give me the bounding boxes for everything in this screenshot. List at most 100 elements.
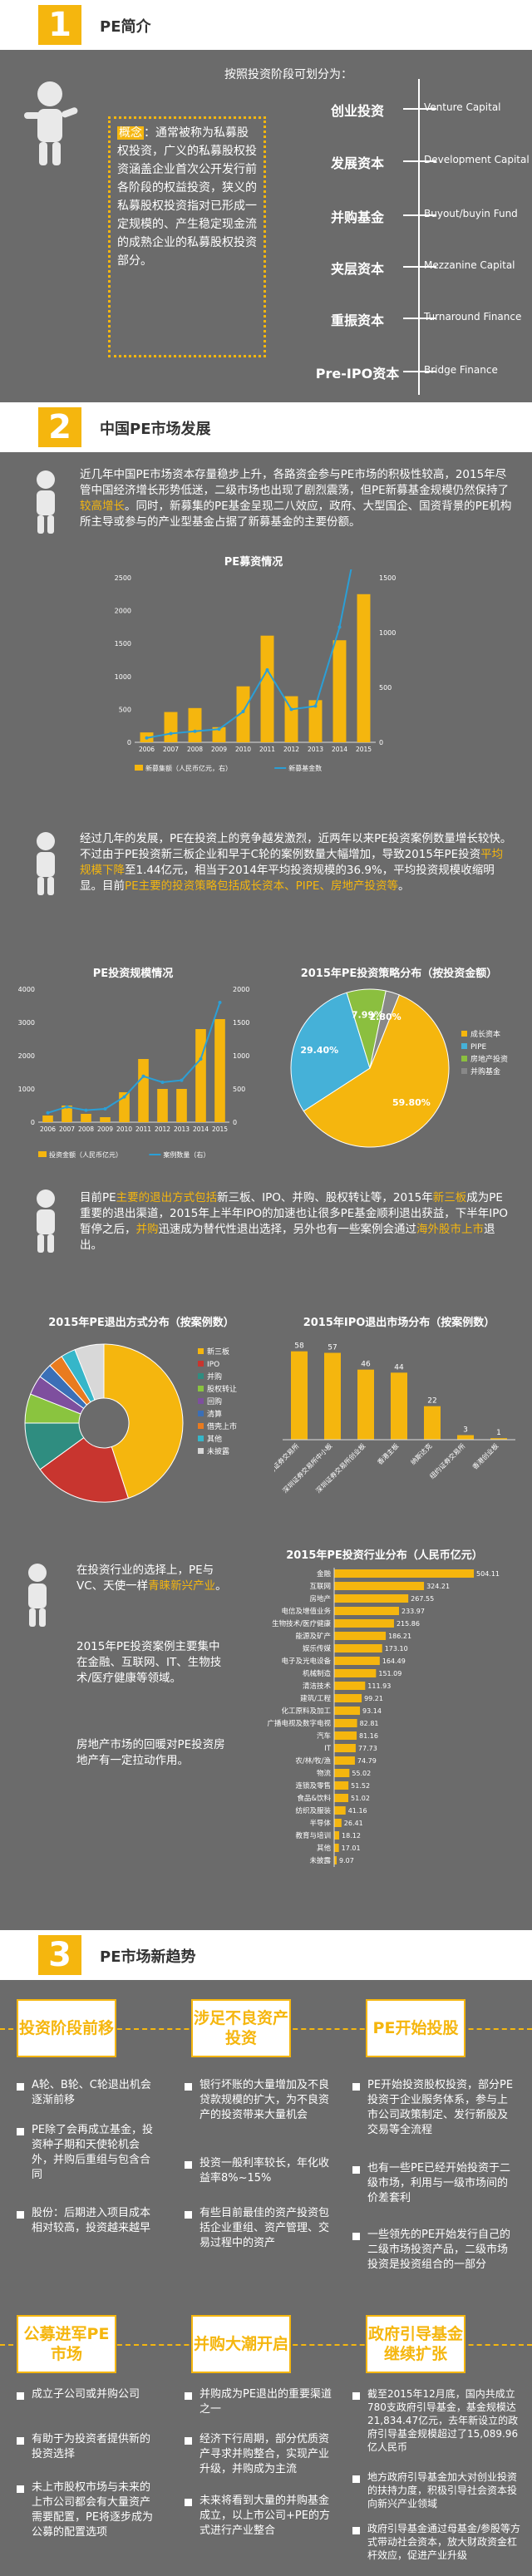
chart-ipo: 2015年IPO退出市场分布（按案例数） 58 上海证券交易所 57 深圳证券交易所中… [274,1313,524,1521]
y-tick-label: 1500 [115,640,131,648]
bar-物流 [334,1769,350,1777]
x-tick-label: 香港创业板 [470,1441,500,1470]
x-tick-label: 2014 [193,1125,209,1133]
bullet-icon [17,2485,24,2493]
bar-2006 [42,1116,53,1122]
trend-4-item-2: 有助于为投资者提供新的投资选择 [32,2433,151,2460]
stage-3-en: Buyout/buyin Fund [424,208,518,219]
section1-header: 1 PE简介 [0,0,532,50]
bar-2009 [100,1117,111,1122]
data-label: 93.14 [362,1707,382,1715]
chart-strategy-title: 2015年PE投资策略分布（按投资金额） [300,968,498,980]
figure-icon-1 [25,470,66,536]
y-tick-label: 清洁技术 [303,1682,332,1691]
bar-2014 [332,640,347,742]
bar-2009 [212,727,226,742]
y2-tick-label: 1000 [233,1052,249,1060]
chart-exit-title: 2015年PE退出方式分布（按案例数） [48,1317,234,1329]
legend-swatch [198,1423,204,1429]
data-label: 41.16 [348,1807,367,1815]
x-tick-label: 2012 [283,746,299,753]
p2-text-c: 至1.44亿元，相当于2014年平均投资规模的36.9%，平均投资规模收缩明显。… [80,864,495,893]
y2-tick-label: 500 [233,1086,245,1093]
legend-swatch-bars [38,1151,47,1157]
slice-并购基金 [369,990,400,1069]
stage-2-tick [403,160,436,162]
slice-PIPE [290,992,371,1112]
industry-paragraph-1: 在投资行业的选择上，PE与VC、天使一样青睐新兴产业。 [76,1563,234,1594]
slice-成长资本 [303,994,450,1148]
stage-1-en: Venture Capital [424,101,501,113]
bullet-icon [185,2083,192,2091]
y-tick-label: 娱乐传媒 [303,1644,332,1653]
y-tick-label: 纺织及服装 [295,1806,331,1815]
x-tick-label: 2008 [187,746,203,753]
line-point [65,1105,69,1109]
legend-label: 股权转让 [207,1384,237,1394]
slice-未披露 [74,1343,105,1401]
data-label: 1 [496,1429,501,1437]
stage-3-label: 并购基金 [330,209,384,225]
bar-2014 [195,1029,206,1122]
y-tick-label: 建筑/工程 [300,1694,331,1703]
p1-highlight: 较高增长 [80,500,125,513]
trend-4-item-1: 成立子公司或并购公司 [32,2388,140,2401]
market-paragraph-2: 经过几年的发展，PE在投资上的竞争越发激烈，近两年以来PE投资案例数量增长较快。… [80,831,512,894]
legend-label: 并购 [207,1372,222,1382]
data-label: 99.21 [364,1695,383,1702]
stage-4-tick [403,266,436,268]
line-point [169,731,173,736]
y-tick-label: 电信及增值业务 [281,1607,331,1616]
legend-label: 借壳上市 [207,1421,237,1431]
bar-2013 [176,1089,187,1122]
y-tick-label: 电子及光电设备 [281,1657,331,1666]
x-tick-label: 2013 [308,746,323,753]
trend-1-item-3: 股份：后期进入项目成本相对较高，投资越来越早 [32,2207,151,2234]
section2-header: 2 中国PE市场发展 [0,402,532,452]
line-point [313,704,318,708]
y-tick-label: 能源及矿产 [295,1632,331,1641]
data-label: 51.02 [351,1795,370,1802]
bar-清洁技术 [334,1682,366,1690]
x-tick-label: 香港主板 [376,1441,401,1466]
legend-label: 新三板 [207,1347,229,1357]
data-label: 111.93 [367,1682,391,1690]
y2-tick-label: 0 [233,1119,237,1126]
legend-swatch [198,1361,204,1367]
trend-heading-2: 涉足不良资产投资 [191,1999,291,2057]
y-tick-label: 生物技术/医疗健康 [272,1619,331,1628]
trend-2-item-2: 投资一般利率较长，年化收益率8%~15% [200,2157,330,2184]
bullet-icon [185,2161,192,2169]
bar-电子及光电设备 [334,1657,380,1665]
trend-5-item-2: 经济下行周期，部分优质资产寻求并购整合，实现产业升级，并购成为主流 [200,2433,330,2475]
p1-text-a: 近几年中国PE市场资本存量稳步上升，各路资金参与PE市场的积极性较高，2015年… [80,468,510,497]
stage-5-en: Turnaround Finance [424,311,522,323]
y-tick-label: 连锁及零售 [295,1781,331,1790]
y-tick-label: 化工原料及加工 [281,1707,331,1716]
bar-上海证券交易所 [291,1351,308,1440]
bar-能源及矿产 [334,1632,387,1640]
bar-纳斯达克 [424,1406,441,1440]
line-point [241,710,245,714]
data-label: 151.09 [378,1670,401,1677]
y-tick-label: 汽车 [317,1731,331,1741]
legend-label: 其他 [207,1434,222,1444]
line-point [145,736,149,740]
y-tick-label: 农/林/牧/渔 [295,1756,331,1766]
bullet-icon [185,2499,192,2506]
bar-电信及增值业务 [334,1607,399,1615]
legend-label: 清算 [207,1409,222,1419]
section3-header: 3 PE市场新趋势 [0,1930,532,1980]
x-tick-label: 纳斯达克 [409,1441,434,1466]
figure-icon-3 [25,1189,66,1255]
chart-ipo-title: 2015年IPO退出市场分布（按案例数） [303,1317,495,1329]
y-tick-label: 互联网 [309,1583,331,1591]
slice-label: 2.80% [370,1012,401,1022]
stage-4-label: 夹层资本 [330,261,384,277]
p3-c: 新三板、IPO、并购、股权转让等，2015年 [217,1191,433,1204]
x-tick-label: 2008 [78,1125,94,1133]
trend-6-item-2: 地方政府引导基金加大对创业投资的扶持力度，积极引导社会资本投向新兴产业领域 [367,2471,518,2510]
y-tick-label: 2500 [115,574,131,582]
bullet-icon [352,2166,360,2174]
